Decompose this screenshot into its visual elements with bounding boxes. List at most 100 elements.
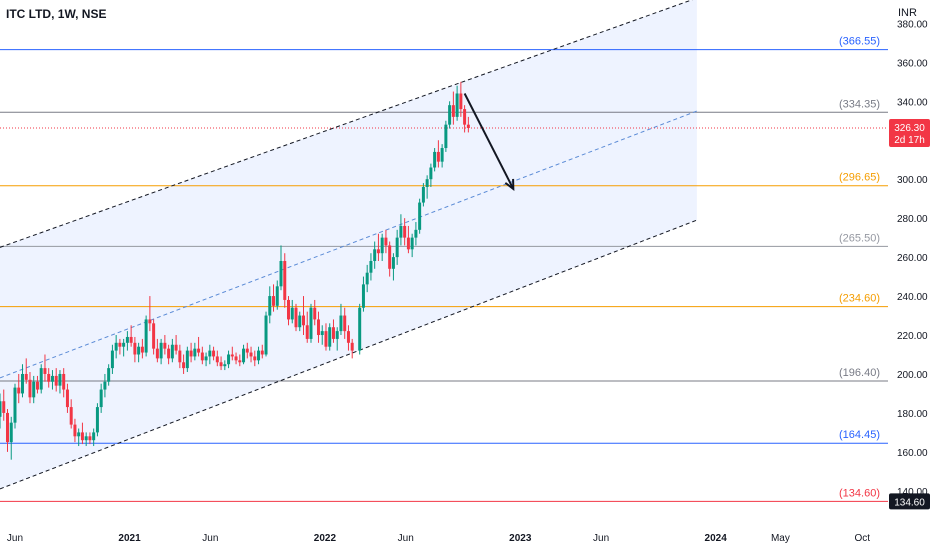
- candle: [324, 323, 328, 351]
- current-price-label: 326.30: [894, 123, 925, 134]
- candle-body: [212, 350, 216, 357]
- candle-body: [152, 323, 156, 349]
- x-tick-label: 2024: [705, 533, 728, 544]
- candle-body: [290, 307, 294, 320]
- x-tick-label: May: [771, 533, 790, 544]
- candle: [197, 336, 201, 357]
- level-price-tag: [889, 493, 930, 510]
- candle: [17, 373, 21, 404]
- candle: [421, 183, 425, 207]
- candle: [403, 218, 407, 246]
- candle: [208, 344, 212, 365]
- candle-body: [361, 284, 365, 308]
- candle-body: [253, 356, 257, 361]
- candle: [380, 233, 384, 261]
- candle: [365, 264, 369, 293]
- y-tick-label: 260.00: [897, 253, 928, 264]
- x-tick-label: 2021: [118, 533, 141, 544]
- candle: [227, 350, 231, 369]
- candle-body: [50, 375, 54, 382]
- channel-middle-line: [0, 110, 698, 379]
- candle: [2, 389, 6, 421]
- candle-body: [459, 93, 463, 110]
- candle-body: [88, 436, 92, 441]
- candle-body: [406, 237, 410, 250]
- x-tick-label: Jun: [7, 533, 23, 544]
- candle: [20, 364, 24, 398]
- candle-body: [215, 356, 219, 363]
- candle-body: [316, 319, 320, 336]
- candle-body: [35, 381, 39, 390]
- candle: [137, 342, 141, 363]
- candle: [279, 245, 283, 291]
- x-tick-label: Jun: [398, 533, 414, 544]
- candle-body: [350, 342, 354, 351]
- candle-body: [272, 296, 276, 306]
- candle: [264, 311, 268, 357]
- candle-body: [421, 186, 425, 203]
- candle: [152, 319, 156, 355]
- candle: [200, 346, 204, 365]
- candle: [5, 409, 9, 452]
- candle-body: [429, 167, 433, 180]
- candle-body: [32, 381, 36, 398]
- candle-body: [5, 412, 9, 443]
- y-tick-label: 340.00: [897, 97, 928, 108]
- candle: [125, 331, 129, 351]
- candle: [219, 356, 223, 371]
- y-tick-label: 140.00: [897, 487, 928, 498]
- candle-body: [358, 307, 362, 351]
- candle-body: [185, 350, 189, 369]
- candle-body: [95, 407, 99, 433]
- candle-body: [335, 331, 339, 339]
- candle: [182, 354, 186, 374]
- candle-body: [245, 348, 249, 353]
- candle: [309, 303, 313, 343]
- candle-body: [144, 319, 148, 353]
- candle-body: [384, 237, 388, 246]
- candle: [320, 325, 324, 345]
- candle-body: [376, 249, 380, 254]
- candle-body: [391, 257, 395, 269]
- candle-body: [133, 342, 137, 355]
- arrow-layer: [463, 93, 515, 191]
- y-tick-label: 200.00: [897, 370, 928, 381]
- level-label: (334.35): [839, 98, 880, 110]
- candle-body: [77, 432, 81, 437]
- candle-body: [463, 109, 467, 125]
- candle: [238, 354, 242, 367]
- candle: [343, 307, 347, 339]
- candle-body: [24, 373, 28, 380]
- candle: [305, 311, 309, 343]
- candle-body: [47, 373, 51, 382]
- candle-body: [466, 124, 470, 128]
- channel-upper-line: [0, 0, 693, 248]
- candle: [418, 198, 422, 234]
- candle: [331, 319, 335, 343]
- candle-body: [189, 350, 193, 357]
- candle-body: [414, 229, 418, 238]
- candle-body: [2, 401, 6, 413]
- candle-body: [223, 364, 227, 367]
- candle: [69, 399, 73, 429]
- candle-body: [399, 225, 403, 238]
- channel-lines-layer: [0, 0, 698, 490]
- candle: [129, 325, 133, 347]
- y-axis[interactable]: 140.00 160.00 180.00 200.00 220.00 240.00 260.…: [889, 19, 930, 510]
- level-label: (196.40): [839, 367, 880, 379]
- candle-body: [107, 368, 111, 382]
- candle: [159, 338, 163, 365]
- candle: [301, 296, 305, 336]
- candle: [436, 140, 440, 168]
- candle: [167, 344, 171, 365]
- candle-body: [238, 360, 242, 363]
- candle-body: [343, 315, 347, 332]
- candle: [230, 346, 234, 361]
- x-axis[interactable]: Jun 2021 Jun 2022 Jun 2023 Jun 2024 May Oct: [7, 533, 870, 544]
- candle-body: [182, 362, 186, 369]
- candle-body: [234, 356, 238, 361]
- candle: [463, 105, 467, 133]
- candle-body: [418, 202, 422, 230]
- candle-body: [249, 352, 253, 357]
